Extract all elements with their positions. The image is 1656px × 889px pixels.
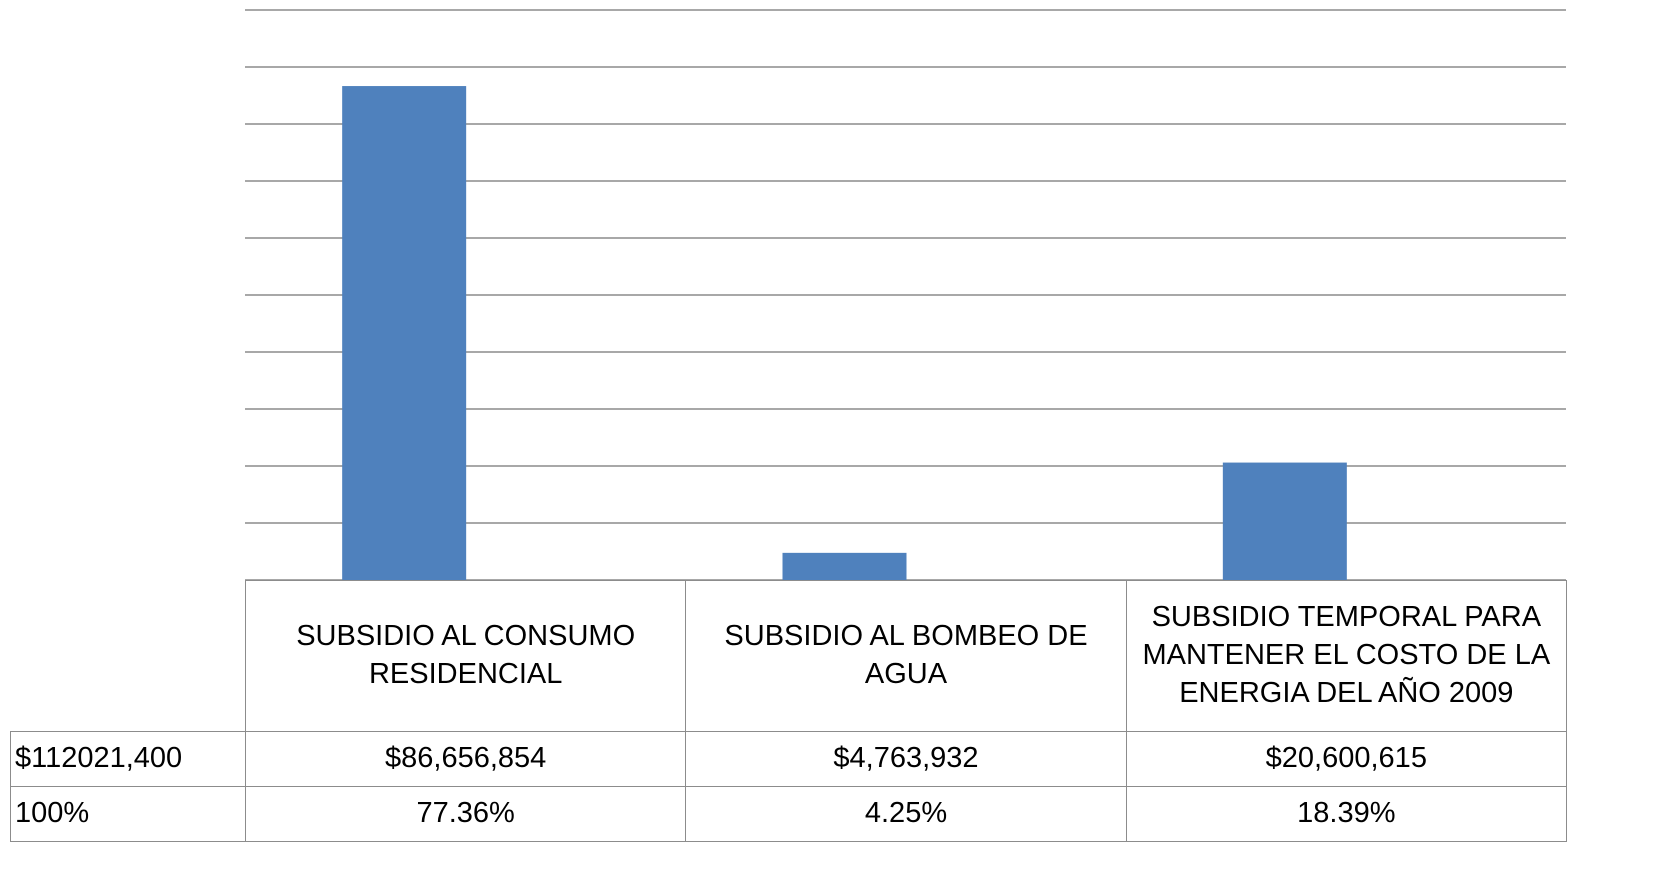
category-label: SUBSIDIO AL CONSUMO RESIDENCIAL [245, 580, 687, 732]
bar [342, 86, 467, 580]
value-label: $86,656,854 [245, 731, 687, 787]
percent-label: 4.25% [685, 786, 1127, 842]
bar [1222, 462, 1347, 580]
total-label: $112021,400 [10, 731, 246, 787]
percent-label: 77.36% [245, 786, 687, 842]
value-label: $20,600,615 [1125, 731, 1567, 787]
percent-label: 18.39% [1125, 786, 1567, 842]
percent-total-label: 100% [10, 786, 246, 842]
bar [782, 552, 907, 580]
value-label: $4,763,932 [685, 731, 1127, 787]
category-label: SUBSIDIO TEMPORAL PARA MANTENER EL COSTO… [1125, 580, 1567, 732]
category-label: SUBSIDIO AL BOMBEO DE AGUA [685, 580, 1127, 732]
